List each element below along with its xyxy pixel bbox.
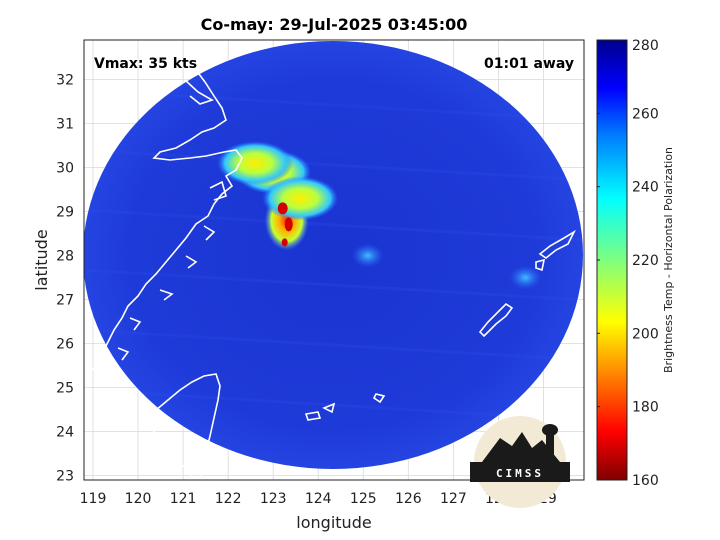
convective-patch-mark: [351, 243, 384, 268]
china-coastline-inner: [117, 79, 227, 361]
colorbar-label: Brightness Temp - Horizontal Polarizatio…: [662, 147, 675, 373]
colorbar-tick-label: 180: [632, 400, 659, 416]
logo-band: [470, 462, 570, 482]
y-tick-label: 27: [56, 293, 74, 309]
cold-core-hotspot: [281, 238, 288, 247]
convection-features: [217, 141, 542, 290]
x-tick-label: 121: [170, 491, 197, 507]
axes-frame: [83, 39, 585, 481]
x-tick-label: 120: [125, 491, 152, 507]
x-tick-label: 123: [260, 491, 287, 507]
coastlines: [84, 40, 584, 480]
kyushu-edge: [567, 40, 584, 51]
colorbar-tick-label: 280: [632, 38, 659, 54]
chart-title: Co-may: 29-Jul-2025 03:45:00: [201, 15, 468, 34]
x-tick-label: 122: [215, 491, 242, 507]
ryukyu-amami: [535, 229, 576, 272]
scan-disc: [84, 41, 583, 469]
y-axis-label: latitude: [32, 229, 51, 290]
y-tick-label: 24: [56, 425, 74, 441]
y-tick-label: 28: [56, 249, 74, 265]
vmax-annotation: Vmax: 35 kts: [94, 56, 197, 72]
time-away-annotation: 01:01 away: [484, 56, 574, 72]
x-axis-label: longitude: [296, 513, 371, 532]
logo-tower-icon: [546, 434, 554, 462]
scan-texture: [84, 88, 583, 422]
x-tick-label: 127: [440, 491, 467, 507]
y-tick-label: 29: [56, 205, 74, 221]
taiwan-coastline: [149, 373, 221, 480]
y-tick-label: 30: [56, 161, 74, 177]
colorbar-tick-label: 200: [632, 326, 659, 342]
y-tick-label: 26: [56, 337, 74, 353]
colorbar-tick-label: 240: [632, 180, 659, 196]
ryukyu-sakishima: [304, 393, 386, 421]
colorbar-tick-label: 220: [632, 253, 659, 269]
colorbar: [596, 39, 628, 481]
cimss-logo: CIMSS: [470, 416, 570, 508]
y-tick-labels: 23 24 25 26 27 28 29 30 31 32: [56, 73, 74, 485]
microwave-swath: [84, 41, 583, 469]
rainband-mark: [217, 141, 294, 186]
y-tick-label: 31: [56, 117, 74, 133]
x-tick-label: 124: [305, 491, 332, 507]
ryukyu-okinawa: [478, 302, 514, 338]
colorbar-tick-labels: 280 260 240 220 200 180 160: [597, 38, 659, 489]
logo-dishes-icon: [482, 432, 560, 462]
convective-patch-mark: [509, 265, 542, 290]
logo-text: CIMSS: [496, 467, 544, 480]
x-tick-label: 126: [395, 491, 422, 507]
colorbar-tick-label: 160: [632, 473, 659, 489]
cold-core-hotspot: [277, 202, 288, 215]
x-tick-label: 119: [80, 491, 107, 507]
cold-core-hotspot: [284, 217, 293, 232]
y-tick-label: 25: [56, 381, 74, 397]
rainband-mark: [262, 176, 339, 221]
colorbar-tick-label: 260: [632, 106, 659, 122]
china-coastline: [84, 41, 243, 385]
logo-tower-tank: [542, 424, 558, 436]
x-tick-label: 125: [350, 491, 377, 507]
y-tick-label: 23: [56, 469, 74, 485]
x-tick-labels: 119120121122123124125126127128129: [80, 491, 557, 507]
y-tick-label: 32: [56, 73, 74, 89]
